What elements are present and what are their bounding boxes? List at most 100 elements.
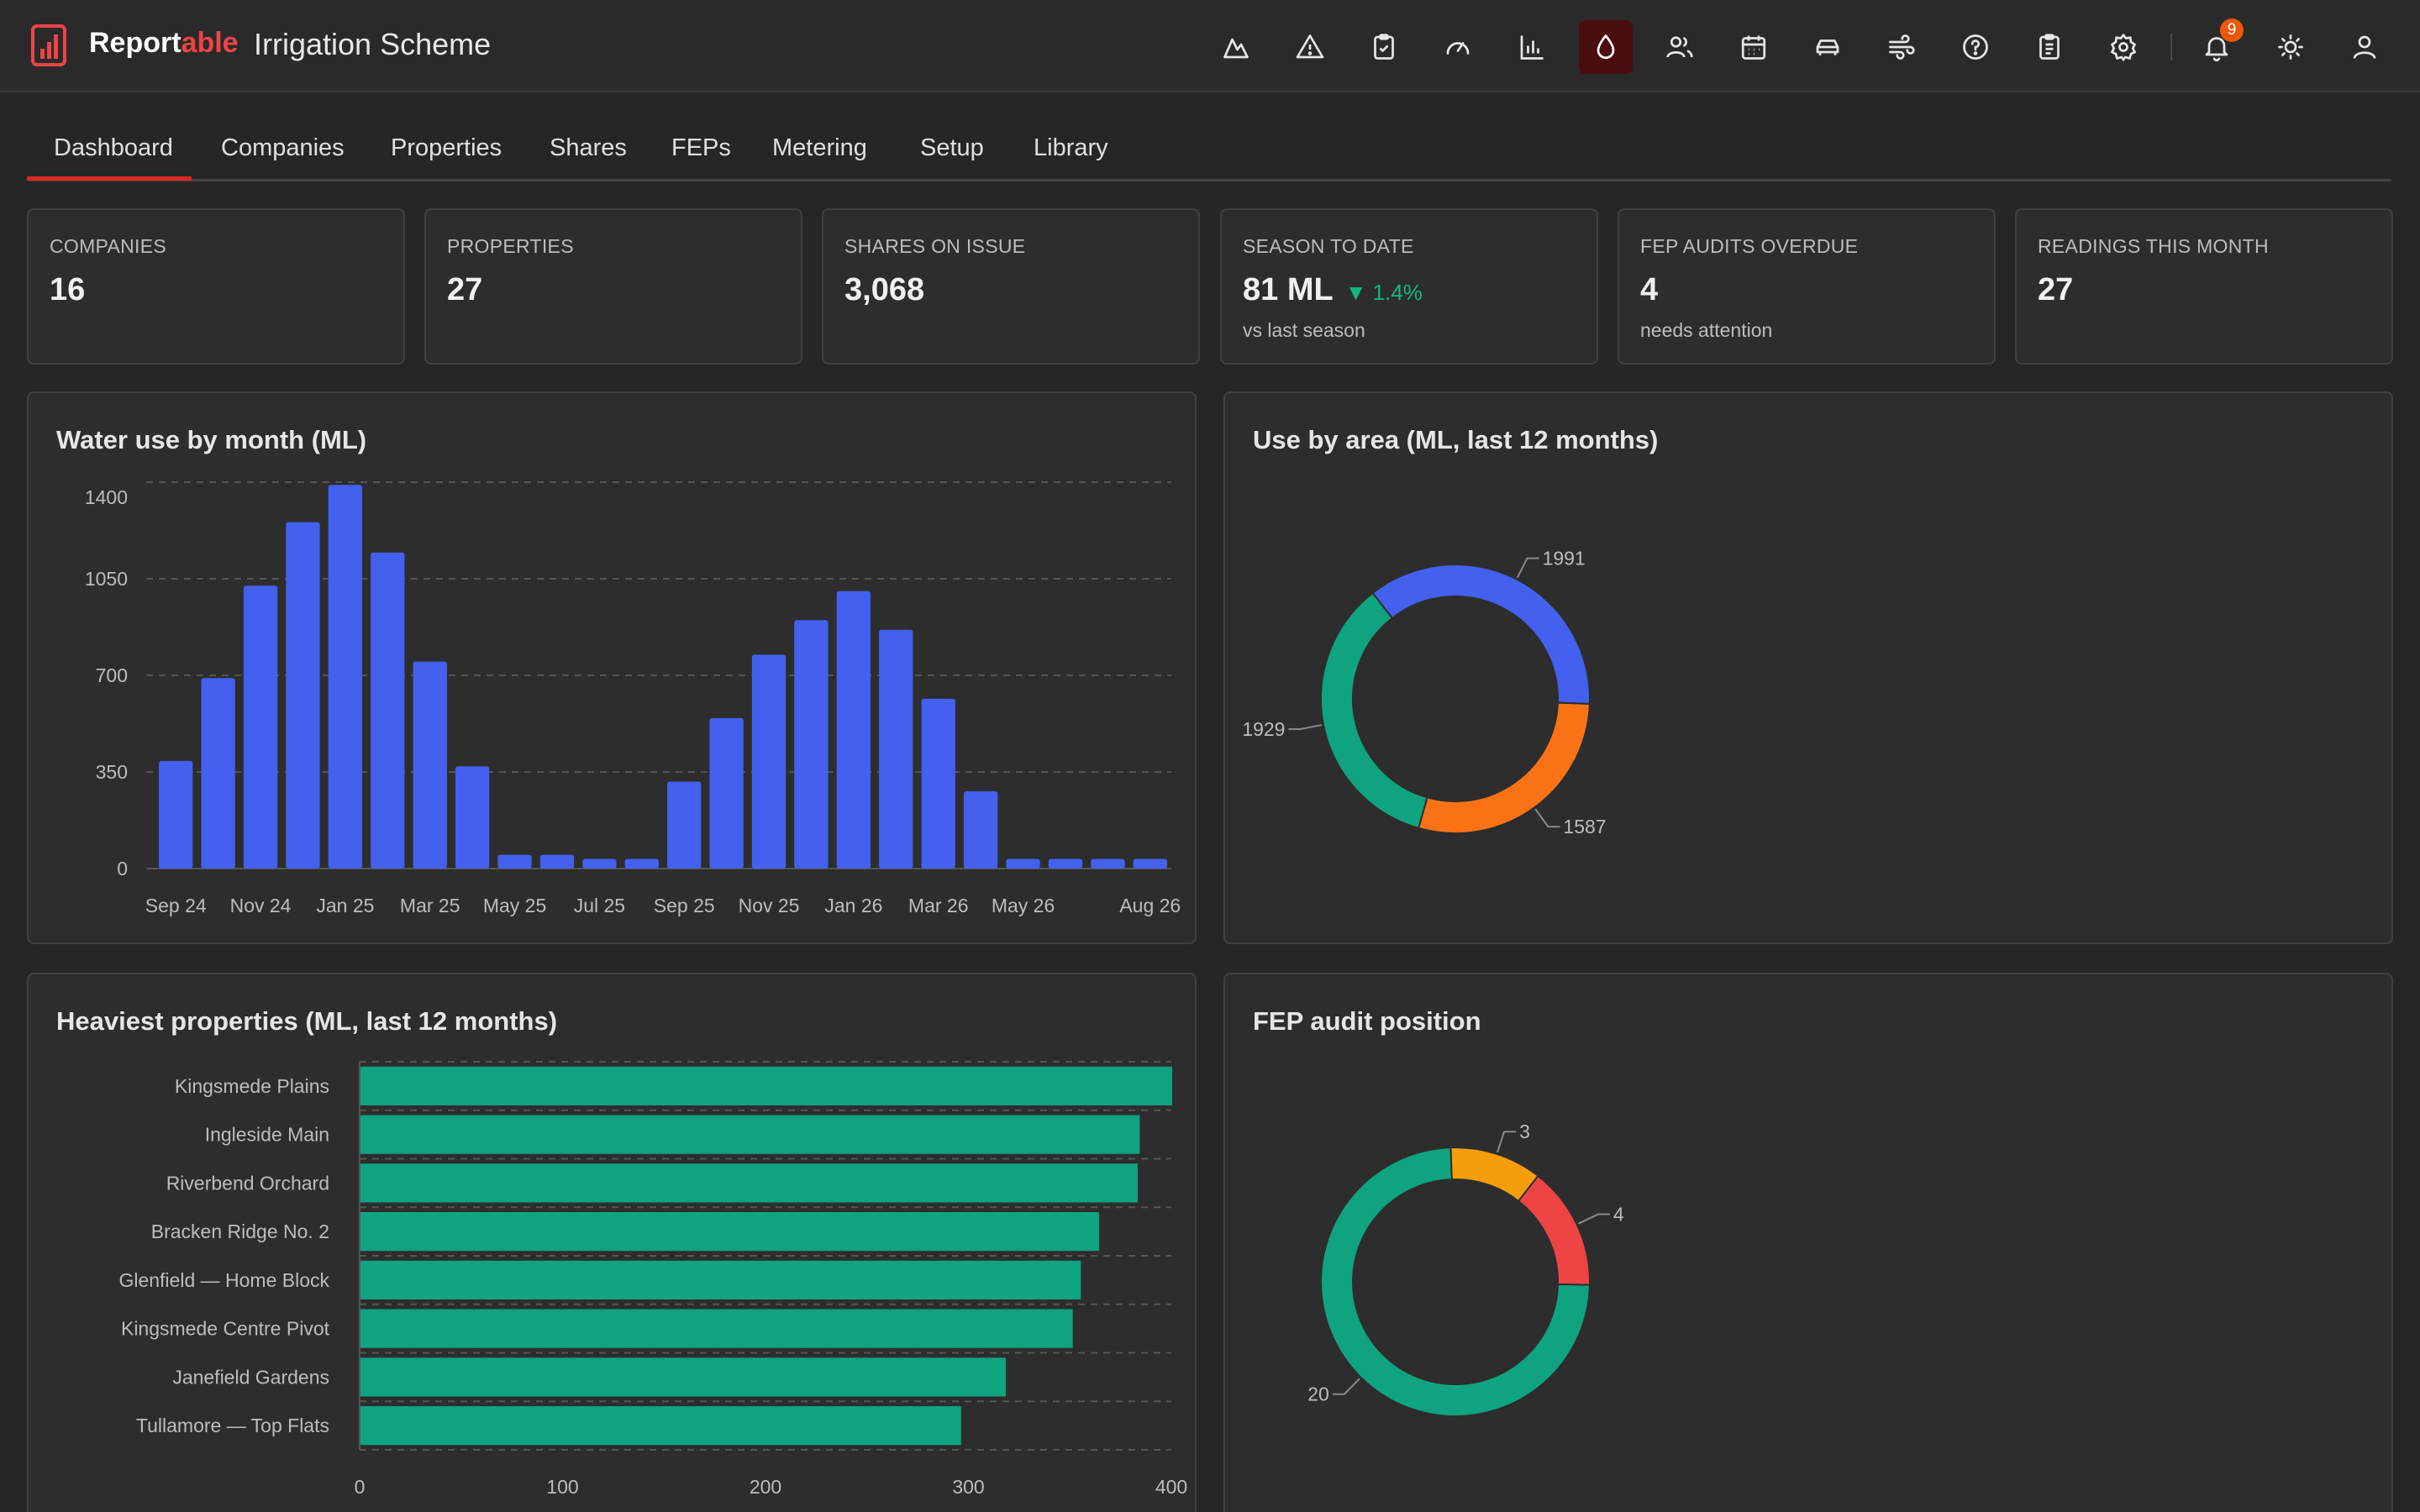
- slice-label: 1991: [1543, 548, 1586, 570]
- panel-title: FEP audit position: [1253, 1006, 1481, 1036]
- x-tick-label: Mar 25: [400, 895, 460, 916]
- slice-leader: [1534, 808, 1560, 828]
- month-bar: [201, 678, 235, 869]
- property-bar: [360, 1309, 1073, 1348]
- slice-leader: [1497, 1131, 1517, 1153]
- panel-title: Heaviest properties (ML, last 12 months): [56, 1006, 558, 1036]
- vehicle-icon[interactable]: [1801, 20, 1854, 74]
- gauge-icon[interactable]: [1431, 20, 1485, 74]
- donut-slice: [1320, 1147, 1591, 1417]
- tab-feps[interactable]: FEPs: [671, 134, 731, 161]
- y-category-label: Ingleside Main: [205, 1124, 329, 1146]
- property-bar: [360, 1066, 1172, 1105]
- x-tick-label: Jan 26: [824, 895, 882, 916]
- kpi-shares[interactable]: Shares on issue 3,068: [822, 208, 1200, 365]
- slice-leader: [1577, 1213, 1610, 1225]
- x-tick-label: 400: [1155, 1476, 1187, 1498]
- slice-label: 1929: [1242, 718, 1285, 740]
- kpi-fep-overdue[interactable]: FEP audits overdue 4 needs attention: [1618, 208, 1996, 365]
- slice-leader: [1332, 1378, 1360, 1395]
- kpi-companies[interactable]: Companies 16: [27, 208, 405, 365]
- x-tick-label: Sep 24: [145, 895, 207, 916]
- mountains-icon[interactable]: [1209, 20, 1263, 74]
- tab-setup[interactable]: Setup: [920, 134, 984, 161]
- warning-icon[interactable]: [1283, 20, 1337, 74]
- slice-label: 20: [1307, 1383, 1329, 1405]
- brand-main: Report: [89, 27, 182, 59]
- kpi-value: 3,068: [844, 272, 925, 307]
- use-by-area-panel: Use by area (ML, last 12 months) 1991 158…: [1223, 391, 2393, 944]
- property-bar: [360, 1357, 1006, 1397]
- settings-icon[interactable]: [2096, 20, 2150, 74]
- kpi-season[interactable]: Season to date 81 ML ▼ 1.4% vs last seaso…: [1220, 208, 1598, 365]
- kpi-label: Companies: [50, 235, 167, 257]
- user-icon[interactable]: [2338, 20, 2391, 74]
- y-category-label: Tullamore — Top Flats: [136, 1415, 329, 1436]
- month-bar: [286, 522, 320, 869]
- kpi-readings[interactable]: Readings this month 27: [2015, 208, 2393, 365]
- x-tick-label: May 26: [992, 895, 1055, 916]
- kpi-value: 16: [50, 272, 86, 307]
- month-bar: [836, 591, 871, 869]
- month-bar: [243, 585, 278, 869]
- kpi-properties[interactable]: Properties 27: [424, 208, 802, 365]
- panel-title: Water use by month (ML): [56, 425, 367, 454]
- bar-chart-icon[interactable]: [1505, 20, 1559, 74]
- property-bar: [360, 1212, 1100, 1252]
- month-bar: [539, 854, 575, 869]
- kpi-delta: ▼ 1.4%: [1344, 280, 1423, 305]
- tab-library[interactable]: Library: [1034, 134, 1108, 161]
- x-tick-label: Jan 25: [316, 895, 374, 916]
- users-icon[interactable]: [1653, 20, 1707, 74]
- help-icon[interactable]: [1949, 20, 2002, 74]
- kpi-label: Season to date: [1243, 235, 1414, 257]
- y-category-label: Kingsmede Plains: [175, 1075, 329, 1097]
- tab-shares[interactable]: Shares: [550, 134, 627, 161]
- kpi-label: Shares on issue: [844, 235, 1026, 257]
- notifications-icon[interactable]: 9: [2190, 18, 2244, 74]
- donut-slice: [1417, 701, 1591, 834]
- month-bar: [624, 858, 659, 869]
- wind-icon[interactable]: [1875, 20, 1928, 74]
- clipboard-check-icon[interactable]: [1357, 20, 1411, 74]
- month-bar: [794, 620, 829, 869]
- tab-dashboard[interactable]: Dashboard: [54, 134, 173, 161]
- calendar-icon[interactable]: [1727, 20, 1781, 74]
- month-bar: [751, 654, 786, 869]
- kpi-value: 27: [447, 272, 483, 307]
- month-bar: [497, 854, 532, 869]
- kpi-value: 81 ML ▼ 1.4%: [1243, 272, 1423, 308]
- x-tick-label: Sep 25: [654, 895, 715, 916]
- month-bar: [1091, 858, 1125, 869]
- top-bar: Reportable Irrigation Scheme 9: [0, 0, 2420, 92]
- y-category-label: Glenfield — Home Block: [118, 1269, 329, 1291]
- kpi-value: 4: [1640, 272, 1659, 307]
- toolbar-divider: [2170, 34, 2172, 60]
- y-category-label: Kingsmede Centre Pivot: [121, 1318, 330, 1340]
- x-tick-label: 300: [952, 1476, 984, 1498]
- panel-title: Use by area (ML, last 12 months): [1253, 425, 1659, 454]
- water-drop-icon[interactable]: [1579, 20, 1633, 74]
- clipboard-list-icon[interactable]: [2023, 20, 2076, 74]
- y-category-label: Janefield Gardens: [172, 1366, 329, 1388]
- kpi-label: FEP audits overdue: [1640, 235, 1859, 257]
- month-bar: [667, 781, 702, 869]
- y-category-label: Bracken Ridge No. 2: [151, 1221, 329, 1242]
- month-bar: [1006, 858, 1040, 869]
- theme-toggle-icon[interactable]: [2264, 20, 2317, 74]
- brand-name[interactable]: Reportable: [89, 27, 239, 60]
- tab-metering[interactable]: Metering: [772, 134, 867, 161]
- kpi-sub: needs attention: [1640, 319, 1773, 341]
- month-bar: [413, 661, 447, 869]
- tab-companies[interactable]: Companies: [221, 134, 345, 161]
- brand-accent: able: [181, 27, 239, 59]
- y-tick-label: 350: [96, 761, 128, 783]
- water-use-panel: Water use by month (ML) 0 350 700 1050 1400 S…: [27, 391, 1197, 944]
- month-bar: [921, 698, 955, 869]
- kpi-label: Properties: [447, 235, 574, 257]
- tab-properties[interactable]: Properties: [391, 134, 502, 161]
- water-use-chart: 0 350 700 1050 1400 Sep 24 Nov 24 Jan 25 Mar 25 M…: [85, 481, 1181, 916]
- x-tick-label: 100: [546, 1476, 578, 1498]
- heaviest-properties-chart: Kingsmede Plains Ingleside Main Riverbend …: [118, 1061, 1187, 1498]
- kpi-label: Readings this month: [2038, 235, 2269, 257]
